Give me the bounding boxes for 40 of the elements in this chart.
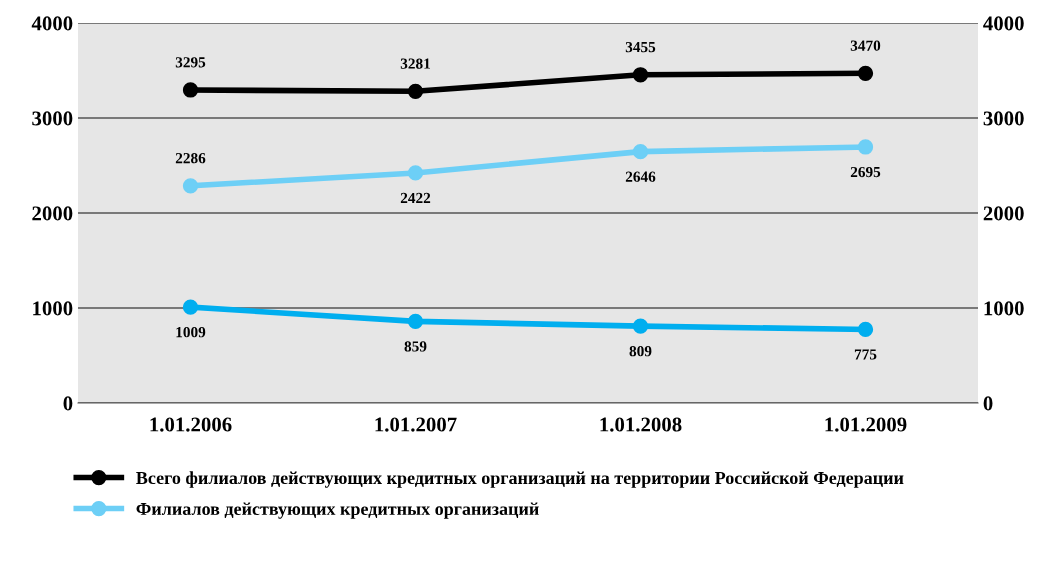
y2-tick-label: 3000 [983, 111, 1024, 126]
data-label: 2422 [400, 192, 431, 203]
data-label: 3455 [625, 41, 656, 53]
x-tick-label: 1.01.2008 [600, 417, 682, 432]
y2-tick-label: 1000 [984, 301, 1024, 316]
y-tick-label: 2000 [32, 206, 73, 221]
x-tick-label: 1.01.2009 [825, 417, 907, 432]
y-tick-label: 3000 [32, 111, 73, 126]
point [182, 299, 199, 315]
point [407, 83, 424, 99]
data-label: 3470 [850, 40, 881, 51]
point [632, 318, 649, 334]
y2-tick-label: 4000 [983, 16, 1024, 31]
legend-label: Филиалов действующих кредитных организаций [136, 502, 539, 519]
data-label: 2646 [625, 171, 656, 182]
data-label: 3281 [400, 58, 430, 69]
data-label: 775 [854, 349, 877, 360]
point [857, 65, 874, 81]
point [182, 82, 199, 98]
point [857, 321, 874, 338]
point [407, 313, 424, 330]
y-tick-label: 1000 [33, 301, 73, 316]
x-tick-label: 1.01.2007 [375, 417, 457, 432]
y-tick-label: 0 [63, 396, 73, 411]
data-label: 3295 [175, 57, 206, 68]
x-tick-label: 1.01.2006 [150, 417, 232, 432]
point [857, 139, 874, 155]
data-label: 809 [629, 346, 652, 357]
point [407, 165, 424, 181]
y2-tick-label: 0 [983, 396, 993, 411]
data-label: 1009 [176, 327, 206, 338]
data-label: 2695 [850, 166, 881, 178]
data-label: 2286 [175, 152, 206, 164]
y2-tick-label: 2000 [983, 206, 1024, 221]
point [632, 67, 649, 83]
data-label: 859 [404, 341, 427, 352]
point [632, 143, 649, 160]
y-tick-label: 4000 [31, 16, 73, 31]
legend-label: Всего филиалов действующих кредитных организаций на территории Российской Федерации [136, 471, 904, 488]
point [182, 178, 199, 194]
